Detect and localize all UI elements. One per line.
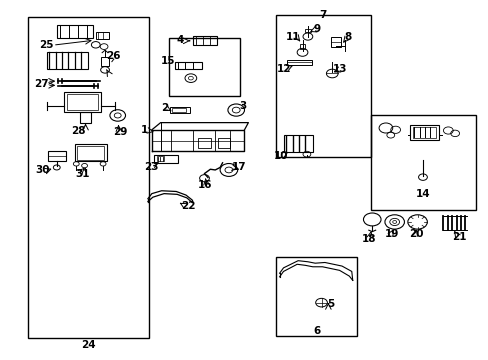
Text: 18: 18 — [361, 234, 376, 244]
Text: 12: 12 — [276, 64, 291, 74]
Text: 5: 5 — [327, 300, 334, 310]
Text: 28: 28 — [71, 126, 86, 136]
Bar — [57, 25, 93, 39]
Text: 19: 19 — [384, 229, 399, 239]
Text: 22: 22 — [181, 201, 195, 211]
Text: 2: 2 — [161, 103, 168, 113]
Text: 7: 7 — [318, 10, 325, 20]
Bar — [193, 36, 216, 45]
Bar — [168, 39, 239, 96]
Text: 31: 31 — [75, 168, 89, 179]
Text: 17: 17 — [232, 162, 246, 172]
Text: 26: 26 — [106, 51, 121, 61]
Text: 11: 11 — [285, 32, 300, 41]
Bar — [305, 29, 310, 32]
Bar — [409, 125, 438, 140]
Text: 21: 21 — [451, 232, 466, 242]
Text: 10: 10 — [273, 150, 288, 161]
Bar — [276, 257, 356, 336]
Bar — [66, 94, 98, 110]
Bar — [157, 156, 163, 161]
Bar — [276, 15, 370, 157]
Text: 27: 27 — [34, 78, 48, 89]
Bar — [198, 138, 210, 148]
Text: 4: 4 — [176, 35, 183, 45]
Text: 25: 25 — [39, 40, 53, 50]
Bar — [96, 32, 109, 40]
Bar — [330, 37, 340, 47]
Bar — [47, 51, 88, 69]
Text: 3: 3 — [239, 101, 246, 111]
Text: 13: 13 — [332, 64, 346, 74]
Bar — [287, 59, 311, 65]
Text: 15: 15 — [161, 55, 175, 66]
Bar — [370, 116, 475, 211]
Bar — [170, 107, 189, 113]
Text: 30: 30 — [35, 165, 49, 175]
Bar — [217, 138, 230, 148]
Bar — [299, 44, 305, 49]
Text: 6: 6 — [312, 326, 320, 336]
Bar — [64, 92, 101, 112]
Text: 23: 23 — [143, 162, 158, 172]
Text: 14: 14 — [415, 189, 429, 199]
Text: 1: 1 — [141, 125, 148, 135]
Bar — [77, 146, 104, 159]
Text: 29: 29 — [113, 127, 127, 136]
Text: 20: 20 — [408, 229, 423, 239]
Bar — [27, 17, 149, 338]
Bar — [154, 155, 177, 163]
Bar — [75, 144, 106, 161]
Bar — [80, 112, 91, 123]
Bar — [48, 150, 65, 161]
Text: 9: 9 — [312, 24, 320, 35]
Bar — [412, 127, 435, 138]
Bar — [101, 57, 109, 66]
Bar — [172, 108, 185, 112]
Bar — [284, 135, 312, 152]
Text: 24: 24 — [81, 340, 96, 350]
Text: 8: 8 — [344, 32, 351, 41]
Text: 16: 16 — [198, 180, 212, 190]
Bar — [175, 62, 202, 69]
